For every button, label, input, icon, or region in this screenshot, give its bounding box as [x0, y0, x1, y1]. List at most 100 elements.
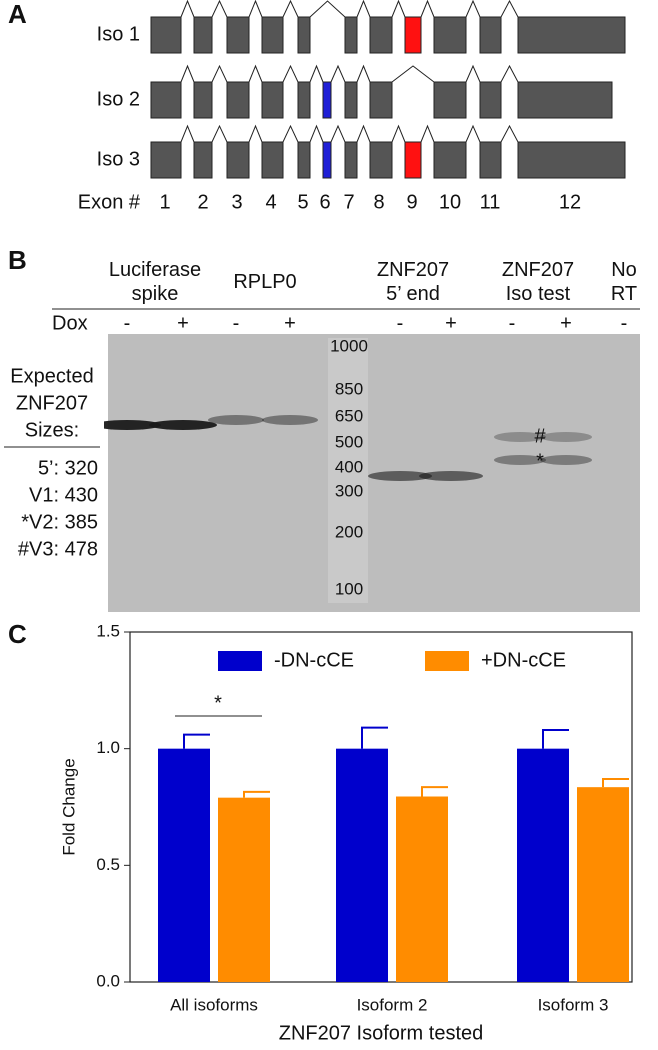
dox-label: Dox — [52, 312, 88, 334]
intron — [180, 124, 195, 143]
label: Luciferase spike — [109, 259, 201, 305]
exon — [433, 141, 467, 179]
exon-number: 3 — [231, 191, 242, 213]
exon — [344, 81, 358, 119]
ladder — [328, 338, 368, 603]
y-axis-title: Fold Change — [59, 758, 78, 855]
exon — [261, 81, 284, 119]
exon — [322, 81, 332, 119]
intron — [282, 64, 299, 83]
label-line: ZNF207 — [502, 259, 574, 281]
x-tick-label: All isoforms — [170, 995, 258, 1014]
bar — [336, 748, 388, 982]
dox-sign: + — [284, 312, 296, 334]
exon — [150, 141, 182, 179]
panel-label: A — [8, 0, 27, 29]
intron — [500, 64, 519, 83]
exon — [226, 141, 250, 179]
exon — [479, 81, 502, 119]
dox-sign: - — [124, 312, 131, 334]
intron — [211, 124, 228, 143]
exon — [517, 16, 626, 54]
intron — [309, 0, 346, 18]
expected-size: V1: 430 — [29, 484, 98, 506]
gel-band — [149, 420, 217, 430]
exon — [433, 81, 467, 119]
exon-number: 4 — [265, 191, 276, 213]
intron — [330, 124, 346, 143]
exon — [193, 16, 213, 54]
intron — [282, 0, 299, 18]
x-tick-label: Isoform 2 — [357, 995, 428, 1014]
exon — [297, 141, 311, 179]
y-tick-label: 0.0 — [96, 971, 120, 990]
exon — [150, 16, 182, 54]
intron — [180, 64, 195, 83]
intron — [248, 64, 263, 83]
exon-number: 11 — [480, 191, 501, 213]
label: No RT — [611, 259, 637, 305]
bar — [158, 748, 210, 982]
intron — [309, 124, 324, 143]
gel-band — [262, 415, 318, 425]
gel-band — [540, 455, 592, 465]
exon — [369, 16, 393, 54]
isoform-label: Iso 3 — [97, 148, 140, 170]
intron — [248, 0, 263, 18]
gel-band — [419, 471, 483, 481]
x-tick-label: Isoform 3 — [538, 995, 609, 1014]
exon — [369, 81, 393, 119]
dox-sign: - — [509, 312, 516, 334]
exon — [344, 141, 358, 179]
exon — [344, 16, 358, 54]
intron — [391, 0, 406, 18]
dox-sign: + — [177, 312, 189, 334]
label-line: ZNF207 — [377, 259, 449, 281]
expected-title: ZNF207 — [16, 392, 88, 414]
x-axis-title: ZNF207 Isoform tested — [279, 1022, 484, 1044]
exon — [479, 16, 502, 54]
exon — [517, 81, 613, 119]
band-mark: * — [536, 450, 544, 472]
gel-band — [494, 432, 546, 442]
bar — [577, 787, 629, 982]
legend-swatch — [425, 651, 469, 671]
exon-number: 5 — [297, 191, 308, 213]
intron — [248, 124, 263, 143]
exon — [297, 81, 311, 119]
bar — [517, 748, 569, 982]
exon-number: 2 — [197, 191, 208, 213]
ladder-label: 200 — [335, 522, 363, 541]
bar — [218, 797, 270, 982]
ladder-label: 850 — [335, 379, 363, 398]
y-tick-label: 1.0 — [96, 738, 120, 757]
exon — [433, 16, 467, 54]
label-line: RT — [611, 283, 637, 305]
intron — [420, 124, 435, 143]
ladder-label: 400 — [335, 457, 363, 476]
intron — [211, 0, 228, 18]
intron — [420, 0, 435, 18]
intron — [309, 64, 324, 83]
exon — [517, 141, 626, 179]
exon — [369, 141, 393, 179]
exon — [404, 141, 422, 179]
intron — [391, 65, 435, 83]
intron — [282, 124, 299, 143]
label: ZNF207 Iso test — [502, 259, 574, 305]
expected-title: Expected — [10, 365, 93, 387]
gel-band — [540, 432, 592, 442]
exon-number: 10 — [439, 191, 461, 213]
y-tick-label: 1.5 — [96, 621, 120, 640]
exon — [226, 16, 250, 54]
exon — [193, 141, 213, 179]
dox-sign: - — [621, 312, 628, 334]
intron — [211, 64, 228, 83]
isoform-label: Iso 2 — [97, 88, 140, 110]
legend-bg — [0, 355, 104, 575]
exon — [297, 16, 311, 54]
exon-number: 7 — [343, 191, 354, 213]
expected-size: #V3: 478 — [18, 538, 98, 560]
dox-sign: - — [397, 312, 404, 334]
